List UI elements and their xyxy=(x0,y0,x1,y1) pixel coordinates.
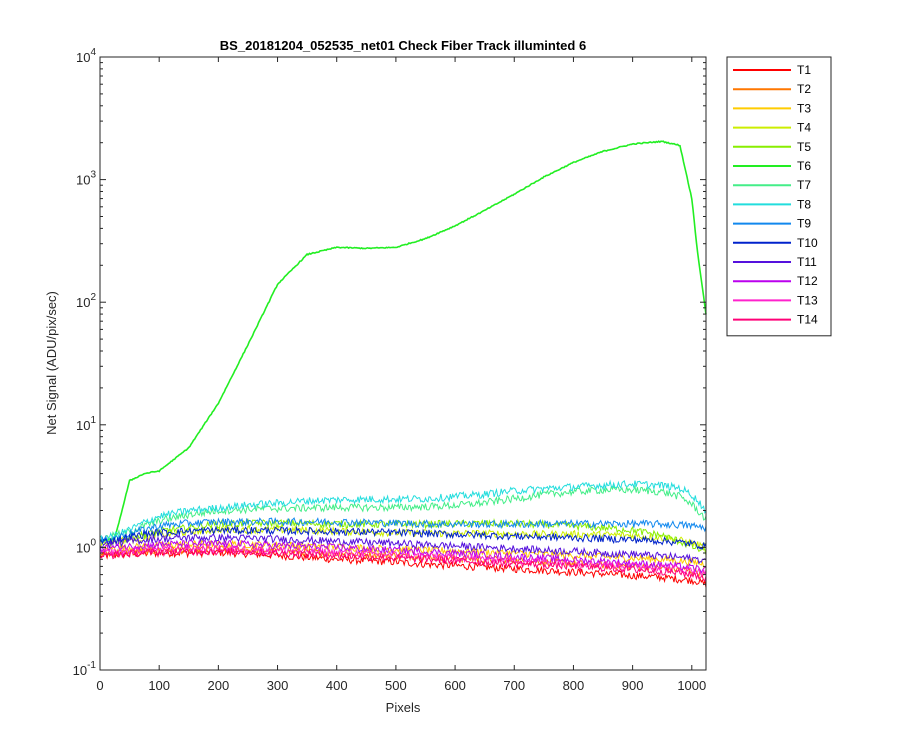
x-tick-label: 200 xyxy=(208,678,230,693)
x-axis-label: Pixels xyxy=(386,700,421,715)
legend-label-t4: T4 xyxy=(797,121,811,135)
series-line-t3 xyxy=(99,539,707,569)
x-tick-label: 100 xyxy=(148,678,170,693)
legend-label-t13: T13 xyxy=(797,293,818,307)
x-tick-label: 1000 xyxy=(677,678,706,693)
series-line-t10 xyxy=(99,524,707,550)
series-line-t11 xyxy=(99,532,707,565)
y-tick-label: 104 xyxy=(76,47,96,65)
series-line-t12 xyxy=(99,539,707,575)
y-axis-label: Net Signal (ADU/pix/sec) xyxy=(44,291,59,435)
legend-label-t1: T1 xyxy=(797,63,811,77)
series-layer xyxy=(99,140,707,588)
y-tick-base: 10 xyxy=(76,50,90,65)
legend-label-t9: T9 xyxy=(797,217,811,231)
series-line-t5 xyxy=(99,518,707,556)
x-tick-label: 800 xyxy=(563,678,585,693)
x-axis: 0 100 200 300 400 500 600 700 800 900 1000 xyxy=(96,57,706,693)
x-tick-label: 300 xyxy=(267,678,289,693)
series-line-t13 xyxy=(99,543,707,577)
chart-title: BS_20181204_052535_net01 Check Fiber Tra… xyxy=(220,38,586,53)
y-tick-base: 10 xyxy=(76,540,90,555)
y-tick-exponent: 1 xyxy=(90,415,96,426)
plot-frame xyxy=(99,56,707,671)
y-tick-label: 10-1 xyxy=(73,660,97,678)
legend-label-t8: T8 xyxy=(797,197,811,211)
x-tick-label: 500 xyxy=(385,678,407,693)
series-line-t8 xyxy=(99,479,707,543)
legend-label-t7: T7 xyxy=(797,178,811,192)
y-tick-exponent: 2 xyxy=(90,292,96,303)
y-tick-exponent: 4 xyxy=(90,47,96,58)
y-tick-exponent: 0 xyxy=(90,537,96,548)
legend-label-t11: T11 xyxy=(797,255,817,269)
y-tick-base: 10 xyxy=(76,295,90,310)
legend-label-t6: T6 xyxy=(797,159,811,173)
y-tick-label: 103 xyxy=(76,170,96,188)
series-line-t6 xyxy=(99,140,707,542)
x-tick-label: 0 xyxy=(96,678,103,693)
legend-label-t2: T2 xyxy=(797,82,811,96)
y-tick-exponent: -1 xyxy=(87,660,96,671)
series-line-t14 xyxy=(99,546,707,582)
y-tick-base: 10 xyxy=(73,663,87,678)
y-tick-label: 102 xyxy=(76,292,96,310)
x-tick-label: 600 xyxy=(444,678,466,693)
legend-label-t3: T3 xyxy=(797,101,811,115)
y-tick-exponent: 3 xyxy=(90,170,96,181)
y-tick-label: 101 xyxy=(76,415,96,433)
y-tick-base: 10 xyxy=(76,173,90,188)
legend-label-t10: T10 xyxy=(797,236,818,250)
y-tick-base: 10 xyxy=(76,418,90,433)
legend-label-t14: T14 xyxy=(797,313,818,327)
y-tick-label: 100 xyxy=(76,537,96,555)
legend: T1 T2 T3 T4 T5 T6 T7 T8 T9 T10 T11 T12 T13 T14 xyxy=(726,56,832,337)
legend-label-t5: T5 xyxy=(797,140,811,154)
x-tick-label: 700 xyxy=(503,678,525,693)
x-tick-label: 900 xyxy=(622,678,644,693)
legend-box xyxy=(726,56,832,337)
legend-label-t12: T12 xyxy=(797,274,818,288)
x-tick-label: 400 xyxy=(326,678,348,693)
series-line-t9 xyxy=(99,516,707,545)
